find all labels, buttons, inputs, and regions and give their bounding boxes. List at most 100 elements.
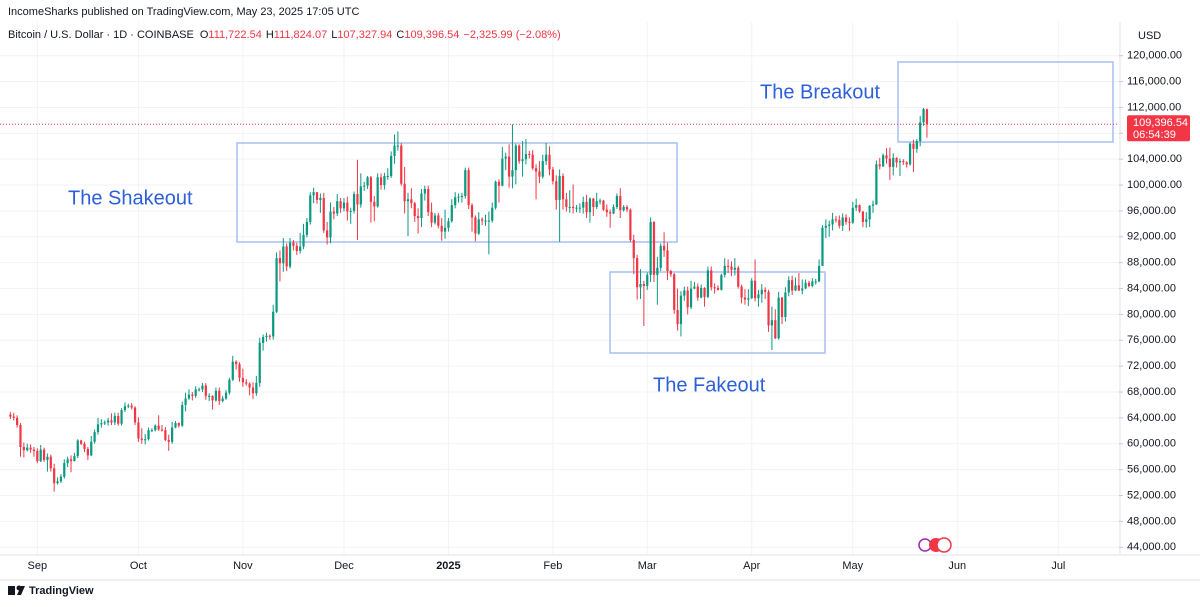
candle-body bbox=[716, 287, 720, 290]
candle-body bbox=[538, 171, 541, 177]
candle-body bbox=[481, 219, 484, 221]
candle-body bbox=[208, 395, 211, 397]
y-tick-label: 76,000.00 bbox=[1127, 334, 1176, 346]
candle-body bbox=[154, 425, 157, 431]
candle-body bbox=[393, 145, 396, 156]
candle-body bbox=[561, 175, 565, 200]
candle-body bbox=[801, 288, 804, 291]
candle-body bbox=[659, 245, 662, 268]
candle-body bbox=[211, 395, 214, 401]
y-tick-label: 112,000.00 bbox=[1127, 101, 1181, 113]
candle-body bbox=[440, 225, 443, 232]
candle-body bbox=[315, 192, 319, 200]
ohlc-label: H bbox=[266, 29, 274, 41]
candle-body bbox=[807, 282, 811, 286]
candle-body bbox=[689, 288, 693, 308]
candle-body bbox=[400, 145, 403, 184]
candle-body bbox=[9, 414, 12, 417]
candle-body bbox=[416, 216, 420, 219]
candle-body bbox=[93, 432, 96, 442]
candle-body bbox=[164, 430, 167, 440]
candle-body bbox=[110, 420, 113, 423]
candle-body bbox=[703, 287, 706, 297]
ohlc-label: C bbox=[396, 29, 404, 41]
candle-body bbox=[905, 162, 908, 165]
annotation: The Shakeout bbox=[68, 187, 193, 209]
candle-body bbox=[359, 186, 362, 205]
candle-body bbox=[878, 164, 881, 167]
candle-body bbox=[450, 205, 453, 222]
candle-body bbox=[855, 205, 858, 208]
candle-body bbox=[578, 207, 581, 209]
y-tick-label: 104,000.00 bbox=[1127, 153, 1182, 165]
x-tick-label: Apr bbox=[743, 560, 760, 572]
candle-body bbox=[228, 379, 231, 393]
candle-body bbox=[63, 463, 66, 477]
candle-body bbox=[127, 405, 130, 407]
candle-body bbox=[865, 219, 868, 222]
candle-body bbox=[406, 199, 410, 202]
candle-body bbox=[895, 157, 898, 163]
candle-body bbox=[46, 456, 49, 460]
candle-body bbox=[383, 175, 386, 186]
candle-body bbox=[484, 220, 487, 222]
candle-body bbox=[214, 390, 218, 401]
ohlc-label: L bbox=[331, 29, 337, 41]
y-tick-label: 72,000.00 bbox=[1127, 360, 1176, 372]
x-tick-label: Dec bbox=[334, 560, 354, 572]
y-tick-label: 44,000.00 bbox=[1127, 541, 1176, 553]
candle-body bbox=[804, 282, 807, 289]
candle-body bbox=[898, 161, 902, 163]
candle-body bbox=[868, 205, 871, 220]
candle-body bbox=[171, 427, 174, 442]
candle-body bbox=[851, 207, 854, 223]
y-tick-label: 116,000.00 bbox=[1127, 75, 1181, 87]
candle-body bbox=[504, 156, 507, 159]
shakeout-box bbox=[236, 142, 678, 243]
candle-body bbox=[656, 267, 659, 275]
candle-body bbox=[386, 175, 389, 177]
candle-body bbox=[551, 169, 555, 182]
candle-body bbox=[251, 387, 255, 394]
candle-body bbox=[882, 155, 885, 167]
candle-body bbox=[636, 258, 639, 288]
candle-body bbox=[19, 425, 22, 447]
candle-body bbox=[700, 287, 703, 298]
candle-body bbox=[757, 294, 760, 299]
candle-body bbox=[474, 217, 477, 234]
ohlc-value: 109,396.54 bbox=[404, 29, 459, 41]
breakout-box bbox=[897, 61, 1114, 143]
x-tick-label: Jul bbox=[1051, 560, 1065, 572]
candle-body bbox=[598, 200, 602, 202]
candle-body bbox=[66, 459, 69, 464]
candle-body bbox=[157, 425, 160, 430]
candle-body bbox=[265, 335, 268, 338]
candle-body bbox=[39, 449, 42, 462]
candle-body bbox=[534, 168, 538, 172]
candle-body bbox=[339, 201, 342, 209]
candle-body bbox=[767, 291, 770, 326]
symbol-title: Bitcoin / U.S. Dollar · 1D · COINBASE bbox=[8, 29, 194, 41]
candle-body bbox=[22, 446, 25, 451]
candle-body bbox=[410, 199, 413, 204]
candle-body bbox=[919, 122, 922, 142]
candle-body bbox=[302, 234, 305, 247]
y-tick-label: 84,000.00 bbox=[1127, 282, 1176, 294]
candle-body bbox=[696, 286, 699, 298]
candle-body bbox=[794, 285, 797, 291]
candle-body bbox=[197, 389, 201, 391]
candle-body bbox=[632, 240, 635, 259]
candle-body bbox=[720, 274, 723, 290]
candle-body bbox=[777, 297, 780, 339]
candle-body bbox=[15, 417, 19, 426]
candle-body bbox=[514, 145, 517, 171]
candle-body bbox=[322, 197, 325, 231]
candle-body bbox=[160, 429, 164, 431]
candle-body bbox=[248, 383, 251, 388]
candle-body bbox=[470, 205, 474, 218]
x-tick-label: Nov bbox=[233, 560, 253, 572]
candle-body bbox=[518, 145, 521, 162]
countdown: 06:54:39 bbox=[1133, 129, 1176, 141]
brand: TradingView bbox=[29, 585, 94, 597]
candle-body bbox=[187, 394, 191, 399]
